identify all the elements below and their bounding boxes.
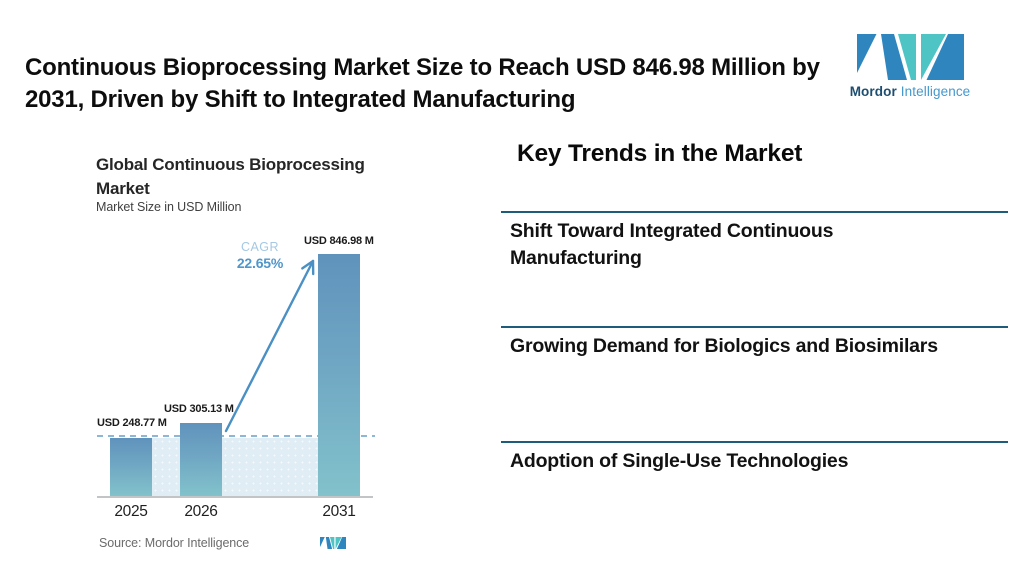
brand-name-light: Intelligence (900, 84, 971, 99)
chart-title: Global Continuous Bioprocessing Market (96, 155, 365, 198)
cagr-annotation: CAGR 22.65% (230, 240, 290, 271)
tick-2025: 2025 (114, 503, 148, 520)
value-label-2031: USD 846.98 M (304, 235, 374, 247)
value-label-2026: USD 305.13 M (164, 403, 234, 415)
trend-divider (501, 211, 1008, 213)
brand-wordmark: Mordor Intelligence (850, 84, 971, 99)
trend-item-3: Adoption of Single-Use Technologies (510, 450, 849, 472)
baseline-dashed-line (97, 435, 375, 437)
x-axis-line (97, 496, 373, 498)
tick-2031: 2031 (322, 503, 356, 520)
bar-2026 (180, 423, 222, 496)
mordor-logo-icon (856, 34, 964, 80)
bar-2031 (318, 254, 360, 496)
trend-divider (501, 326, 1008, 328)
source-text: Source: Mordor Intelligence (99, 536, 250, 550)
trend-item-1: Shift Toward Integrated Continuous Manuf… (510, 220, 834, 269)
value-label-2025: USD 248.77 M (97, 417, 167, 429)
brand-name-bold: Mordor (849, 84, 897, 99)
chart-subtitle: Market Size in USD Million (96, 200, 242, 214)
page-title: Continuous Bioprocessing Market Size to … (25, 54, 820, 114)
cagr-value: 22.65% (236, 255, 284, 271)
mordor-logo-mini-icon (320, 537, 346, 549)
trend-item-2: Growing Demand for Biologics and Biosimi… (510, 335, 938, 357)
cagr-label: CAGR (240, 240, 280, 254)
mordor-logo: Mordor Intelligence (840, 34, 980, 99)
trends-heading: Key Trends in the Market (517, 140, 803, 167)
trend-divider (501, 441, 1008, 443)
tick-2026: 2026 (184, 503, 218, 520)
bar-2025 (110, 438, 152, 496)
